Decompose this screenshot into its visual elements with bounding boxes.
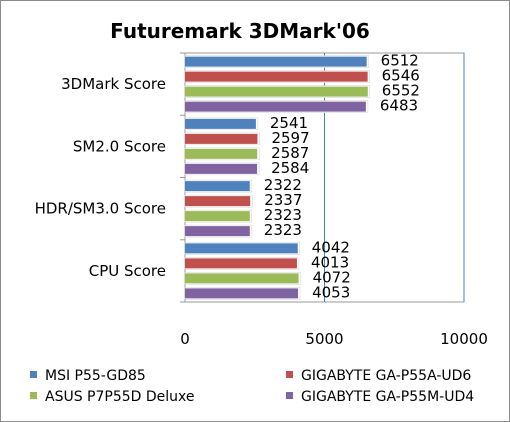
data-label: 4042 (312, 238, 350, 256)
bar-gigabyte-ga-p55a-ud6-cpu-score (185, 258, 297, 269)
bar-gigabyte-ga-p55a-ud6-sm2-0-score (185, 133, 258, 144)
bar-msi-p55-gd85-3dmark-score (185, 56, 367, 67)
legend-label-msi-p55-gd85: MSI P55-GD85 (45, 368, 146, 384)
bar-msi-p55-gd85-hdr-sm3-0-score (185, 181, 250, 192)
data-label: 6546 (382, 67, 420, 85)
legend-swatch-msi-p55-gd85 (30, 371, 37, 378)
legend-swatch-asus-p7p55d-deluxe (30, 392, 37, 399)
data-label: 6512 (381, 52, 419, 70)
bar-asus-p7p55d-deluxe-cpu-score (185, 273, 299, 284)
data-label: 6552 (382, 82, 420, 100)
data-label: 2541 (270, 114, 308, 132)
bar-gigabyte-ga-p55m-ud4-hdr-sm3-0-score (185, 226, 250, 237)
data-label: 2597 (271, 129, 309, 147)
bar-gigabyte-ga-p55m-ud4-sm2-0-score (185, 163, 258, 174)
legend-swatch-gigabyte-ga-p55a-ud6 (286, 371, 293, 378)
chart-title: Futuremark 3DMark'06 (110, 19, 370, 43)
x-tick-label: 0 (180, 330, 190, 348)
data-label: 2323 (264, 206, 302, 224)
data-label: 2322 (264, 176, 302, 194)
data-label: 4053 (312, 283, 350, 301)
data-label: 4072 (313, 268, 351, 286)
category-label-cpu-score: CPU Score (89, 262, 166, 280)
legend-label-asus-p7p55d-deluxe: ASUS P7P55D Deluxe (45, 389, 195, 405)
legend-swatch-gigabyte-ga-p55m-ud4 (286, 392, 293, 399)
data-label: 2584 (271, 159, 309, 177)
x-tick-label: 10000 (440, 330, 488, 348)
bar-asus-p7p55d-deluxe-hdr-sm3-0-score (185, 211, 250, 222)
data-label: 6483 (380, 97, 418, 115)
bar-asus-p7p55d-deluxe-sm2-0-score (185, 148, 258, 159)
category-label-sm2-0-score: SM2.0 Score (73, 137, 166, 155)
data-label: 4013 (311, 253, 349, 271)
bar-gigabyte-ga-p55m-ud4-3dmark-score (185, 101, 366, 112)
legend-label-gigabyte-ga-p55m-ud4: GIGABYTE GA-P55M-UD4 (301, 389, 474, 405)
x-tick-label: 5000 (305, 330, 343, 348)
bar-gigabyte-ga-p55a-ud6-hdr-sm3-0-score (185, 196, 251, 207)
category-label-3dmark-score: 3DMark Score (61, 75, 166, 93)
bar-msi-p55-gd85-cpu-score (185, 243, 298, 254)
data-label: 2323 (264, 221, 302, 239)
bar-gigabyte-ga-p55m-ud4-cpu-score (185, 288, 299, 299)
data-label: 2587 (271, 144, 309, 162)
legend-label-gigabyte-ga-p55a-ud6: GIGABYTE GA-P55A-UD6 (301, 368, 471, 384)
bar-msi-p55-gd85-sm2-0-score (185, 118, 256, 129)
bar-asus-p7p55d-deluxe-3dmark-score (185, 86, 368, 97)
bar-gigabyte-ga-p55a-ud6-3dmark-score (185, 71, 368, 82)
data-label: 2337 (264, 191, 302, 209)
category-label-hdr-sm3-0-score: HDR/SM3.0 Score (35, 200, 166, 218)
